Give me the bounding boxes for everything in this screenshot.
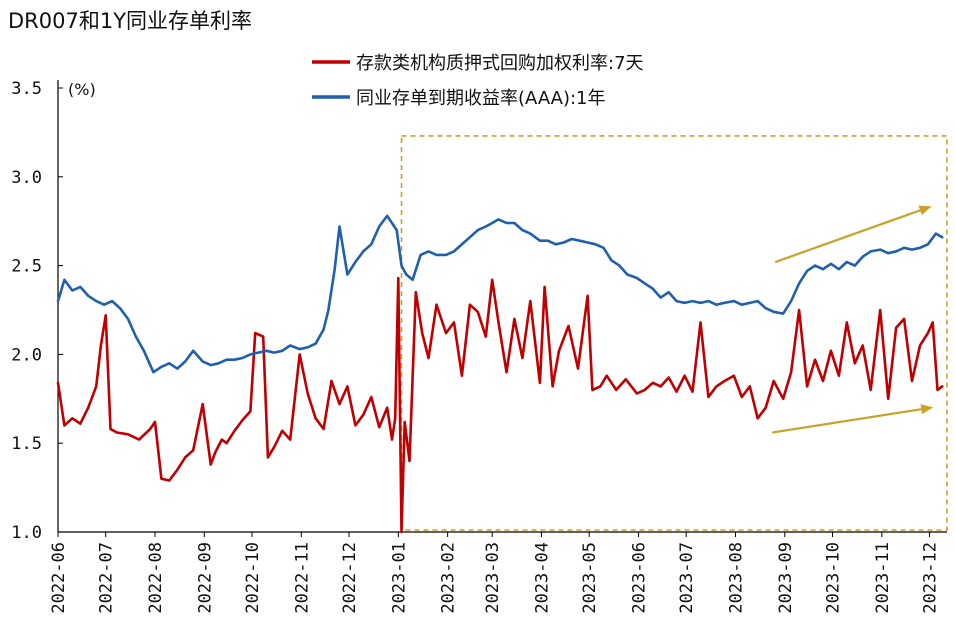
annotations: [400, 135, 948, 531]
x-tick-label: 2022-07: [97, 542, 117, 614]
x-tick-label: 2022-09: [195, 542, 215, 614]
y-axis-unit-label: (%): [68, 80, 96, 99]
y-tick-label: 3.0: [11, 168, 42, 188]
series-line-dr007: [56, 276, 944, 534]
x-tick-label: 2023-07: [677, 542, 697, 614]
x-tick-label: 2023-04: [532, 542, 552, 614]
x-tick-label: 2023-03: [483, 542, 503, 614]
y-tick-label: 2.5: [11, 257, 42, 277]
x-tick-label: 2022-12: [340, 542, 360, 614]
x-tick-label: 2023-02: [439, 542, 459, 614]
legend-label-ncd: 同业存单到期收益率(AAA):1年: [356, 88, 606, 109]
legend-label-dr007: 存款类机构质押式回购加权利率:7天: [356, 53, 644, 74]
x-tick-label: 2023-06: [629, 542, 649, 614]
y-tick-label: 3.5: [11, 79, 42, 99]
axes: 3.5 3.0 2.5 2.0 1.5 1.0 2022-06 2022-07 2022-08 2…: [11, 79, 947, 614]
x-tick-label: 2023-10: [823, 542, 843, 614]
x-tick-label: 2022-06: [49, 542, 69, 614]
x-tick-label: 2023-09: [776, 542, 796, 614]
chart-title: DR007和1Y同业存单利率: [8, 9, 252, 33]
y-tick-label: 2.0: [11, 345, 42, 365]
x-tick-label: 2022-10: [243, 542, 263, 614]
highlight-box: [400, 135, 948, 531]
y-tick-label: 1.5: [11, 434, 42, 454]
x-tick-label: 2022-11: [292, 542, 312, 614]
x-tick-label: 2023-11: [873, 542, 893, 614]
x-tick-label: 2022-08: [146, 542, 166, 614]
x-tick-label: 2023-12: [921, 542, 941, 614]
series-line-ncd-1y: [56, 214, 944, 374]
x-tick-label: 2023-05: [580, 542, 600, 614]
series-group: [56, 214, 944, 534]
legend: 存款类机构质押式回购加权利率:7天 同业存单到期收益率(AAA):1年: [312, 53, 644, 109]
x-tick-label: 2023-08: [726, 542, 746, 614]
trend-arrow: [774, 205, 932, 264]
y-tick-label: 1.0: [11, 523, 42, 543]
trend-arrow: [771, 404, 934, 434]
x-tick-label: 2023-01: [389, 542, 409, 614]
